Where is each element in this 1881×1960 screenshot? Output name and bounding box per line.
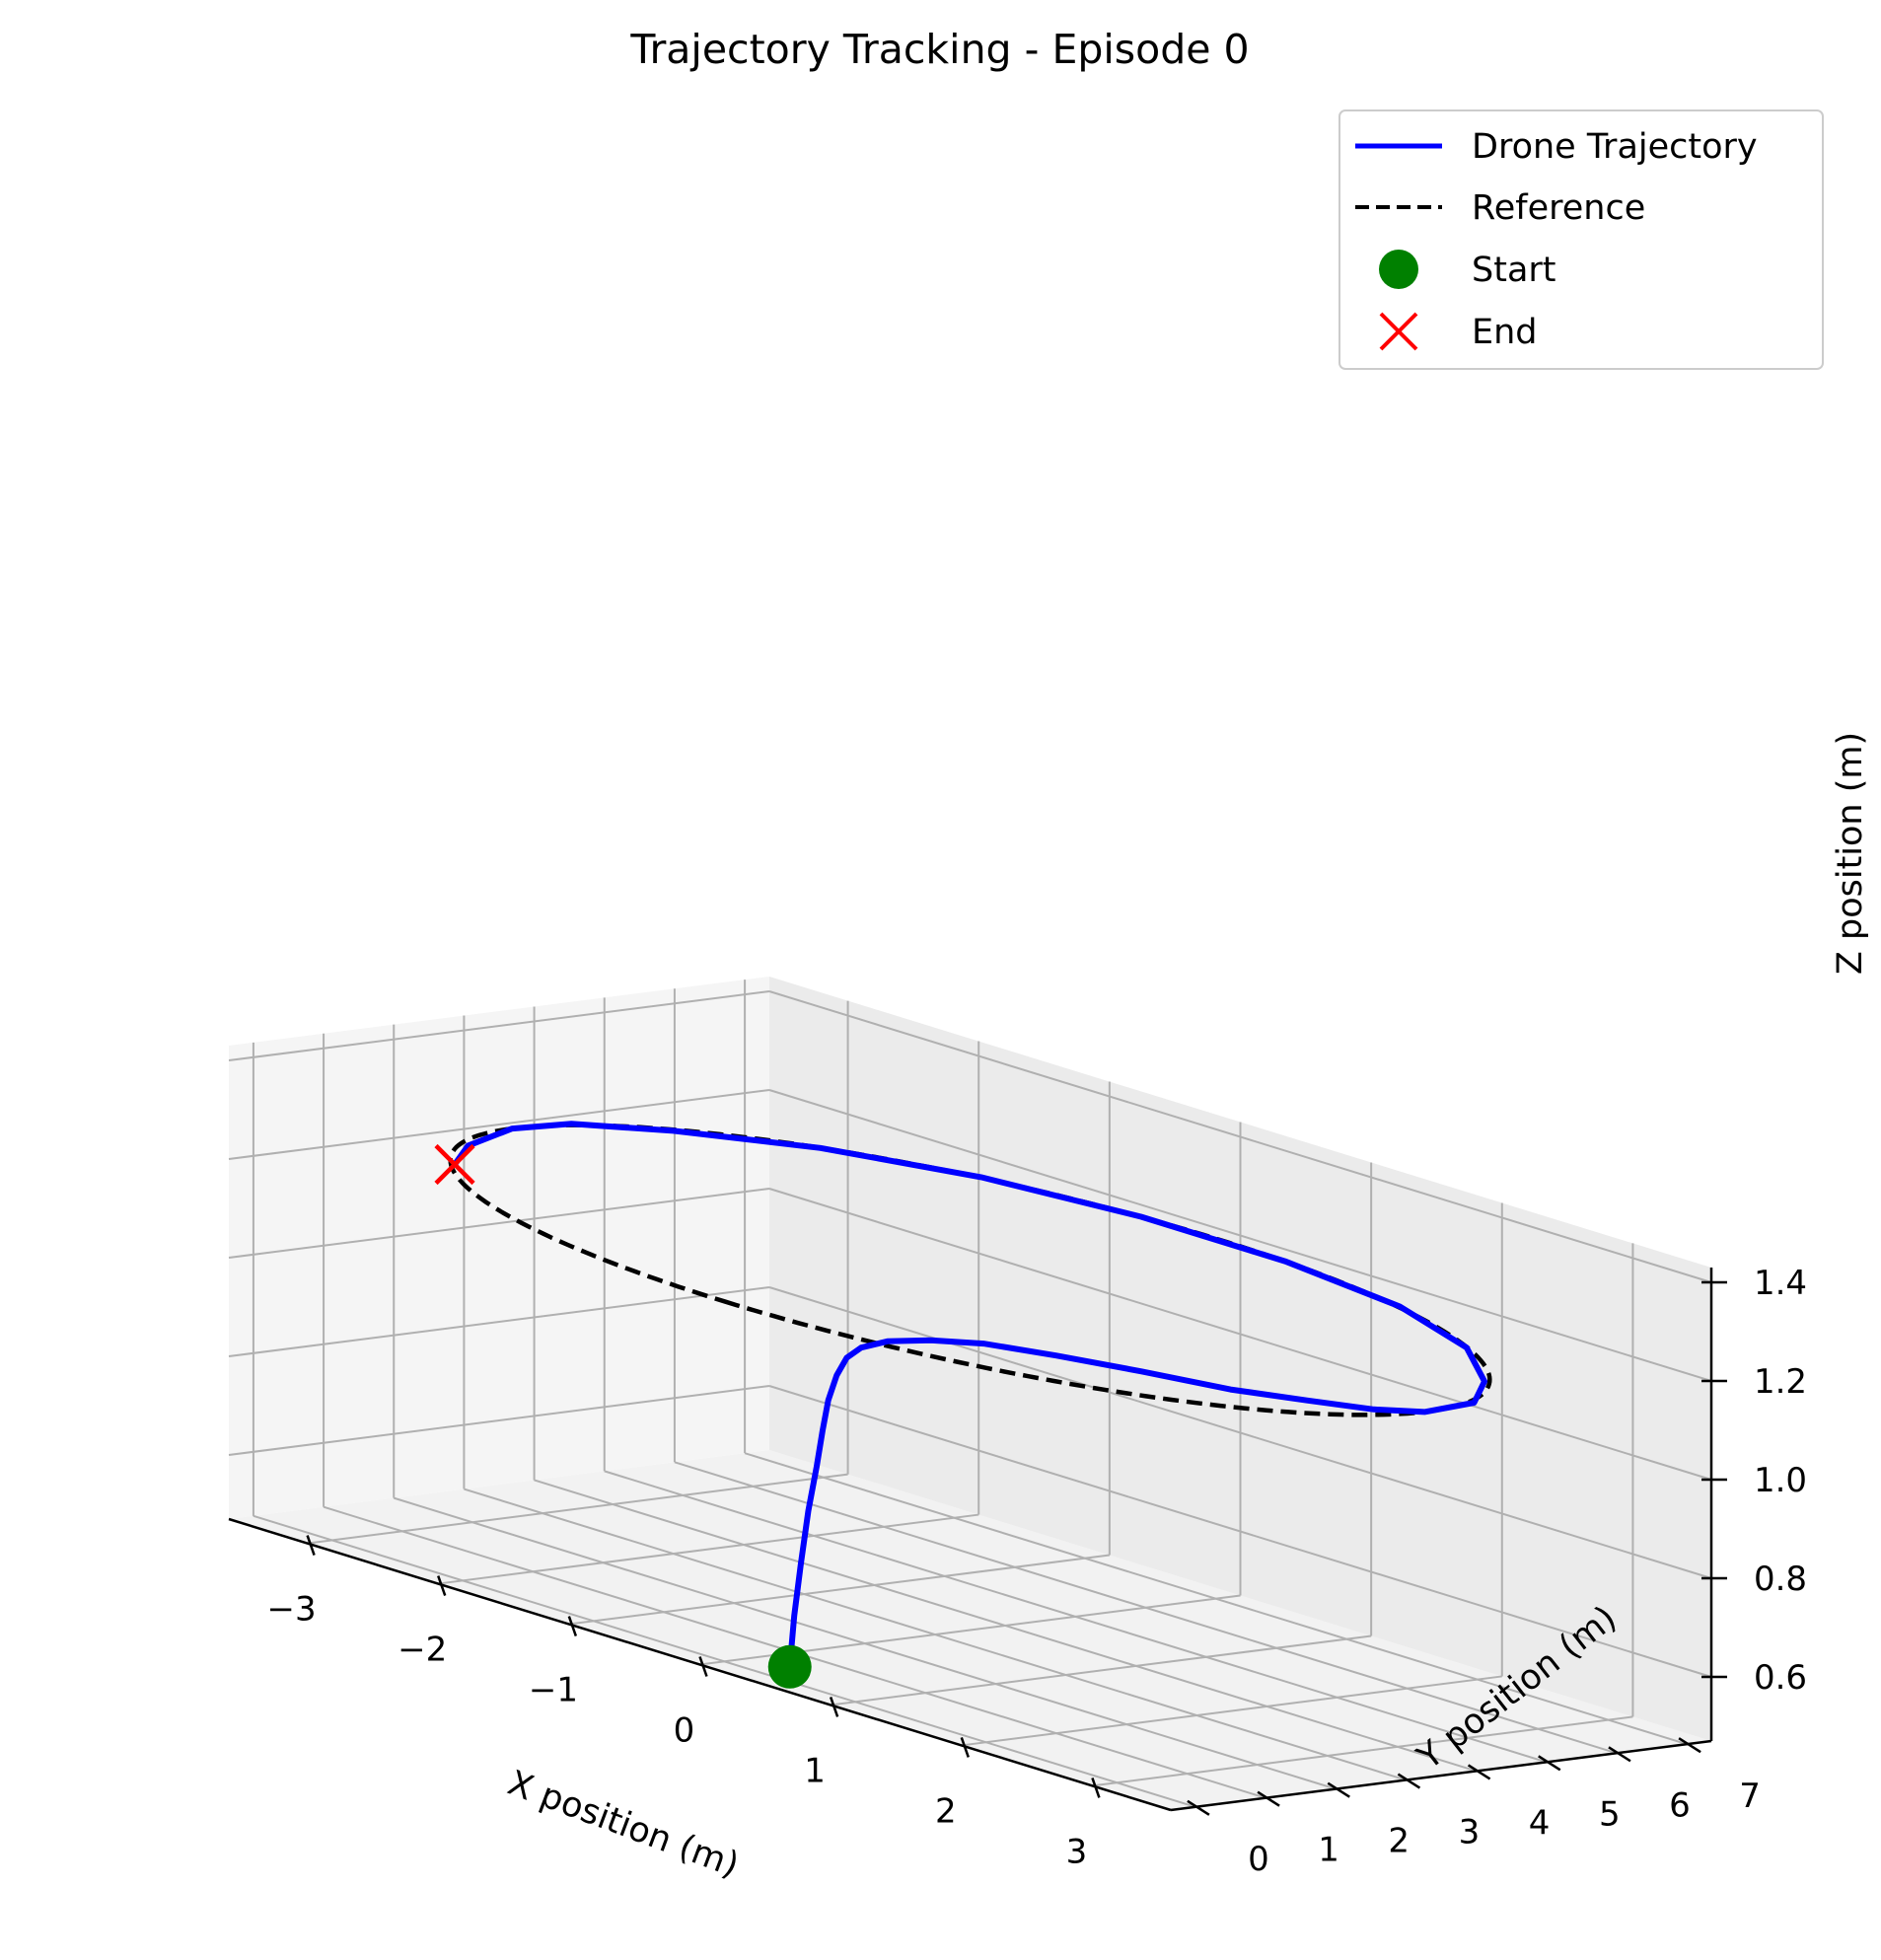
grid-z-back xyxy=(768,1089,1712,1382)
legend-box xyxy=(1338,109,1824,370)
x-tick-label: −3 xyxy=(267,1590,317,1630)
series-layer xyxy=(434,1121,1492,1689)
y-tick-label: 0 xyxy=(1248,1840,1269,1879)
x-tick-label: 1 xyxy=(804,1752,826,1791)
tick-marks xyxy=(306,1280,1727,1816)
x-tick xyxy=(829,1697,839,1717)
x-tick xyxy=(306,1535,316,1556)
grid-y-floor xyxy=(674,1461,1618,1755)
grid-x-floor xyxy=(568,1554,1110,1626)
x-tick xyxy=(698,1656,708,1677)
y-tick-label: 6 xyxy=(1669,1785,1691,1825)
x-tick xyxy=(960,1737,970,1758)
legend-label-start: Start xyxy=(1472,251,1556,290)
legend-label-end: End xyxy=(1472,313,1538,352)
y-tick-label: 4 xyxy=(1529,1804,1551,1844)
legend: Drone Trajectory Reference Start End xyxy=(1338,109,1824,370)
legend-label-reference: Reference xyxy=(1472,188,1645,228)
y-tick xyxy=(1257,1790,1280,1807)
grid-x-floor xyxy=(307,1473,848,1545)
z-tick-label: 0.8 xyxy=(1754,1560,1807,1599)
x-tick xyxy=(1091,1778,1101,1798)
grid-x-floor xyxy=(831,1634,1372,1706)
grid-z-back xyxy=(768,990,1712,1283)
z-tick-label: 1.0 xyxy=(1754,1461,1807,1500)
x-tick-label: −1 xyxy=(529,1671,578,1710)
z-axis-label: Z position (m) xyxy=(1831,732,1870,975)
legend-marker-end xyxy=(1379,312,1418,351)
y-tick xyxy=(1467,1764,1491,1780)
grid-lines xyxy=(228,980,1712,1808)
tick-labels: −3 −2 −1 0 1 2 3 0 1 2 3 4 5 6 7 0.6 0.8 1.0 1.2 1.4 xyxy=(267,1264,1808,1879)
x-tick-label: 3 xyxy=(1066,1832,1088,1871)
axis-lines xyxy=(228,1268,1713,1812)
grid-z-left xyxy=(228,1286,770,1357)
y-tick xyxy=(1678,1737,1701,1754)
grid-y-floor xyxy=(534,1479,1477,1773)
grid-x-floor xyxy=(438,1513,979,1585)
end-marker-stroke xyxy=(434,1143,475,1186)
y-tick xyxy=(1327,1781,1350,1798)
start-marker xyxy=(767,1644,812,1689)
x-axis-label: X position (m) xyxy=(503,1764,745,1886)
grid-z-back xyxy=(768,1188,1712,1481)
y-tick-label: 5 xyxy=(1599,1794,1621,1834)
grid-y-floor xyxy=(464,1488,1407,1781)
grid-y-floor xyxy=(744,1452,1688,1746)
grid-z-left xyxy=(228,1385,770,1456)
x-tick xyxy=(437,1575,447,1596)
x-tick xyxy=(567,1616,578,1636)
x-tick-label: 2 xyxy=(935,1791,957,1831)
y-tick-label: 2 xyxy=(1388,1822,1410,1861)
grid-z-back xyxy=(768,1385,1712,1678)
y-tick-label: 7 xyxy=(1739,1777,1761,1816)
x-tick-label: 0 xyxy=(674,1711,695,1751)
x-axis-line xyxy=(228,1517,1172,1812)
grid-x-floor xyxy=(1092,1715,1633,1787)
y-tick xyxy=(1187,1799,1210,1816)
z-tick-label: 1.2 xyxy=(1754,1362,1807,1402)
end-marker xyxy=(434,1143,475,1186)
legend-marker-start xyxy=(1379,250,1418,289)
grid-z-left xyxy=(228,1089,770,1160)
chart-title: Trajectory Tracking - Episode 0 xyxy=(629,26,1249,73)
z-tick-label: 0.6 xyxy=(1754,1658,1807,1698)
y-tick xyxy=(1608,1746,1631,1763)
grid-y-floor xyxy=(253,1514,1196,1808)
y-axis-line xyxy=(1170,1739,1712,1812)
y-tick-label: 3 xyxy=(1459,1813,1481,1852)
y-tick xyxy=(1538,1755,1561,1772)
grid-y-floor xyxy=(393,1496,1337,1790)
grid-y-floor xyxy=(604,1470,1548,1764)
grid-z-left xyxy=(228,990,770,1061)
grid-x-floor xyxy=(961,1675,1502,1747)
y-tick xyxy=(1397,1773,1421,1789)
z-tick-label: 1.4 xyxy=(1754,1264,1807,1303)
left-pane xyxy=(229,977,769,1519)
y-tick-label: 1 xyxy=(1318,1831,1339,1870)
drone-trajectory-line xyxy=(452,1121,1487,1668)
legend-label-trajectory: Drone Trajectory xyxy=(1472,127,1758,167)
grid-z-left xyxy=(228,1188,770,1259)
x-tick-label: −2 xyxy=(398,1631,447,1670)
grid-z-back xyxy=(768,1286,1712,1579)
